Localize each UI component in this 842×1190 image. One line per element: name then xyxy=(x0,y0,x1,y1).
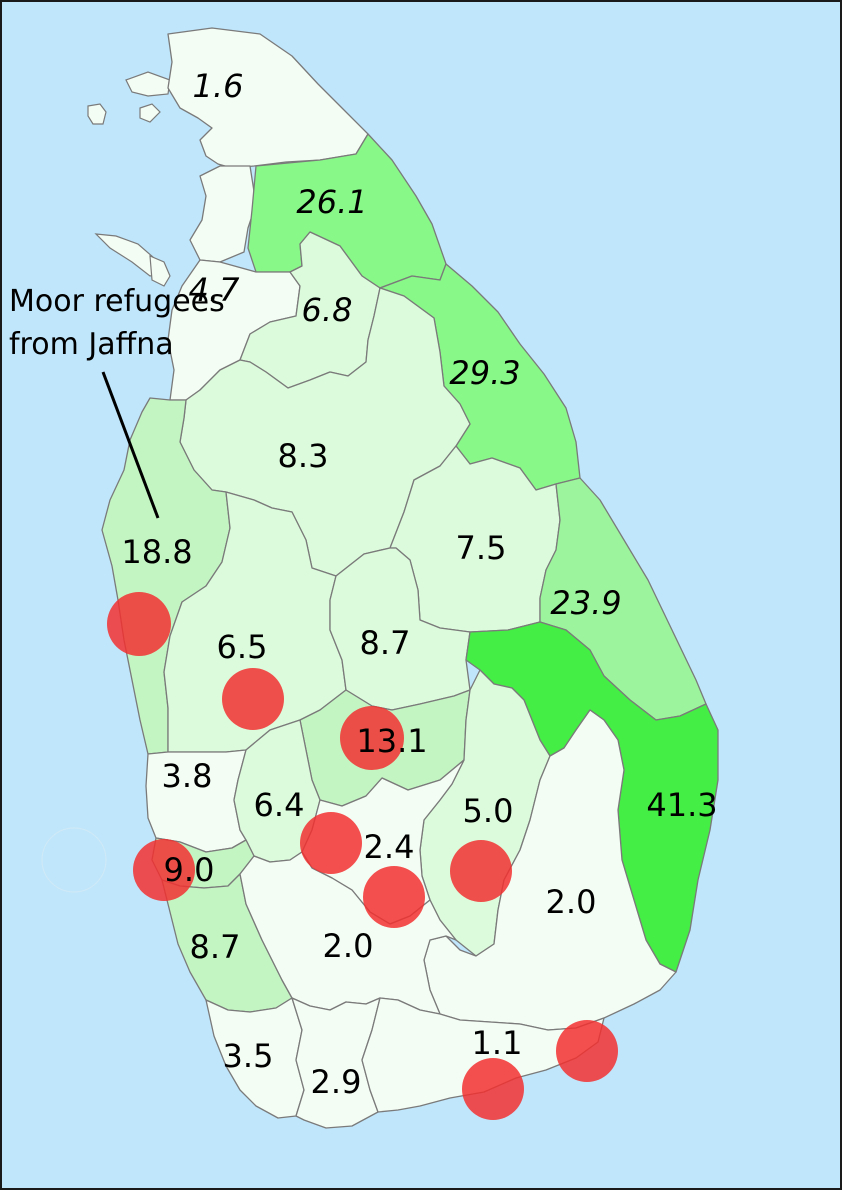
district-label-monaragala: 2.0 xyxy=(546,883,597,921)
annotation-pointer-line xyxy=(101,371,160,519)
refugee-circle-colombo xyxy=(133,839,195,901)
district-label-hambantota: 1.1 xyxy=(472,1024,523,1062)
district-label-kegalle: 6.4 xyxy=(254,786,305,824)
refugee-circle-nuwara-eliya xyxy=(363,866,425,928)
district-label-kandy: 13.1 xyxy=(356,722,427,760)
islet-mannar xyxy=(149,255,171,287)
district-label-jaffna: 1.6 xyxy=(193,67,244,105)
district-label-kurunegala: 6.5 xyxy=(217,628,268,666)
refugee-circle-hambantota xyxy=(462,1058,524,1120)
refugee-circle-hambantota-east xyxy=(556,1020,618,1082)
district-label-trincomalee: 29.3 xyxy=(449,354,520,392)
faint-circle-outline xyxy=(41,827,107,893)
refugee-circle-badulla xyxy=(450,840,512,902)
district-label-colombo: 9.0 xyxy=(164,851,215,889)
district-label-mannar: 4.7 xyxy=(189,271,241,309)
district-label-matale: 8.7 xyxy=(360,624,411,662)
district-label-galle: 3.5 xyxy=(223,1037,274,1075)
islet-delft xyxy=(139,103,161,123)
district-label-ratnapura: 2.0 xyxy=(323,927,374,965)
district-label-ampara: 41.3 xyxy=(646,786,717,824)
annotation-line-2: from Jaffna xyxy=(9,327,174,362)
refugee-circle-kurunegala xyxy=(222,668,284,730)
district-jaffna xyxy=(167,27,369,169)
islet-north xyxy=(87,103,107,125)
district-label-puttalam: 18.8 xyxy=(121,533,192,571)
district-label-polonnaruwa: 7.5 xyxy=(456,529,507,567)
annotation-line-1: Moor refugees xyxy=(9,284,225,319)
district-label-badulla: 5.0 xyxy=(463,792,514,830)
district-label-matara: 2.9 xyxy=(311,1063,362,1101)
refugee-circle-puttalam xyxy=(107,592,171,656)
district-labels: 1.6 26.1 4.7 6.8 29.3 8.3 18.8 7.5 23.9 … xyxy=(121,67,717,1101)
district-kilinochchi xyxy=(189,165,257,263)
district-matale xyxy=(329,547,471,711)
district-label-batticaloa: 23.9 xyxy=(550,584,621,622)
district-label-vavuniya: 6.8 xyxy=(302,291,353,329)
refugee-circle-kandy xyxy=(340,706,404,770)
district-label-gampaha: 3.8 xyxy=(162,757,213,795)
refugee-circle-kegalle xyxy=(300,812,362,874)
islet-kayts xyxy=(125,71,171,97)
district-label-anuradhapura: 8.3 xyxy=(278,437,329,475)
district-label-mullaitivu: 26.1 xyxy=(296,183,367,221)
district-label-kalutara: 8.7 xyxy=(190,928,241,966)
district-label-nuwara-eliya: 2.4 xyxy=(364,828,415,866)
